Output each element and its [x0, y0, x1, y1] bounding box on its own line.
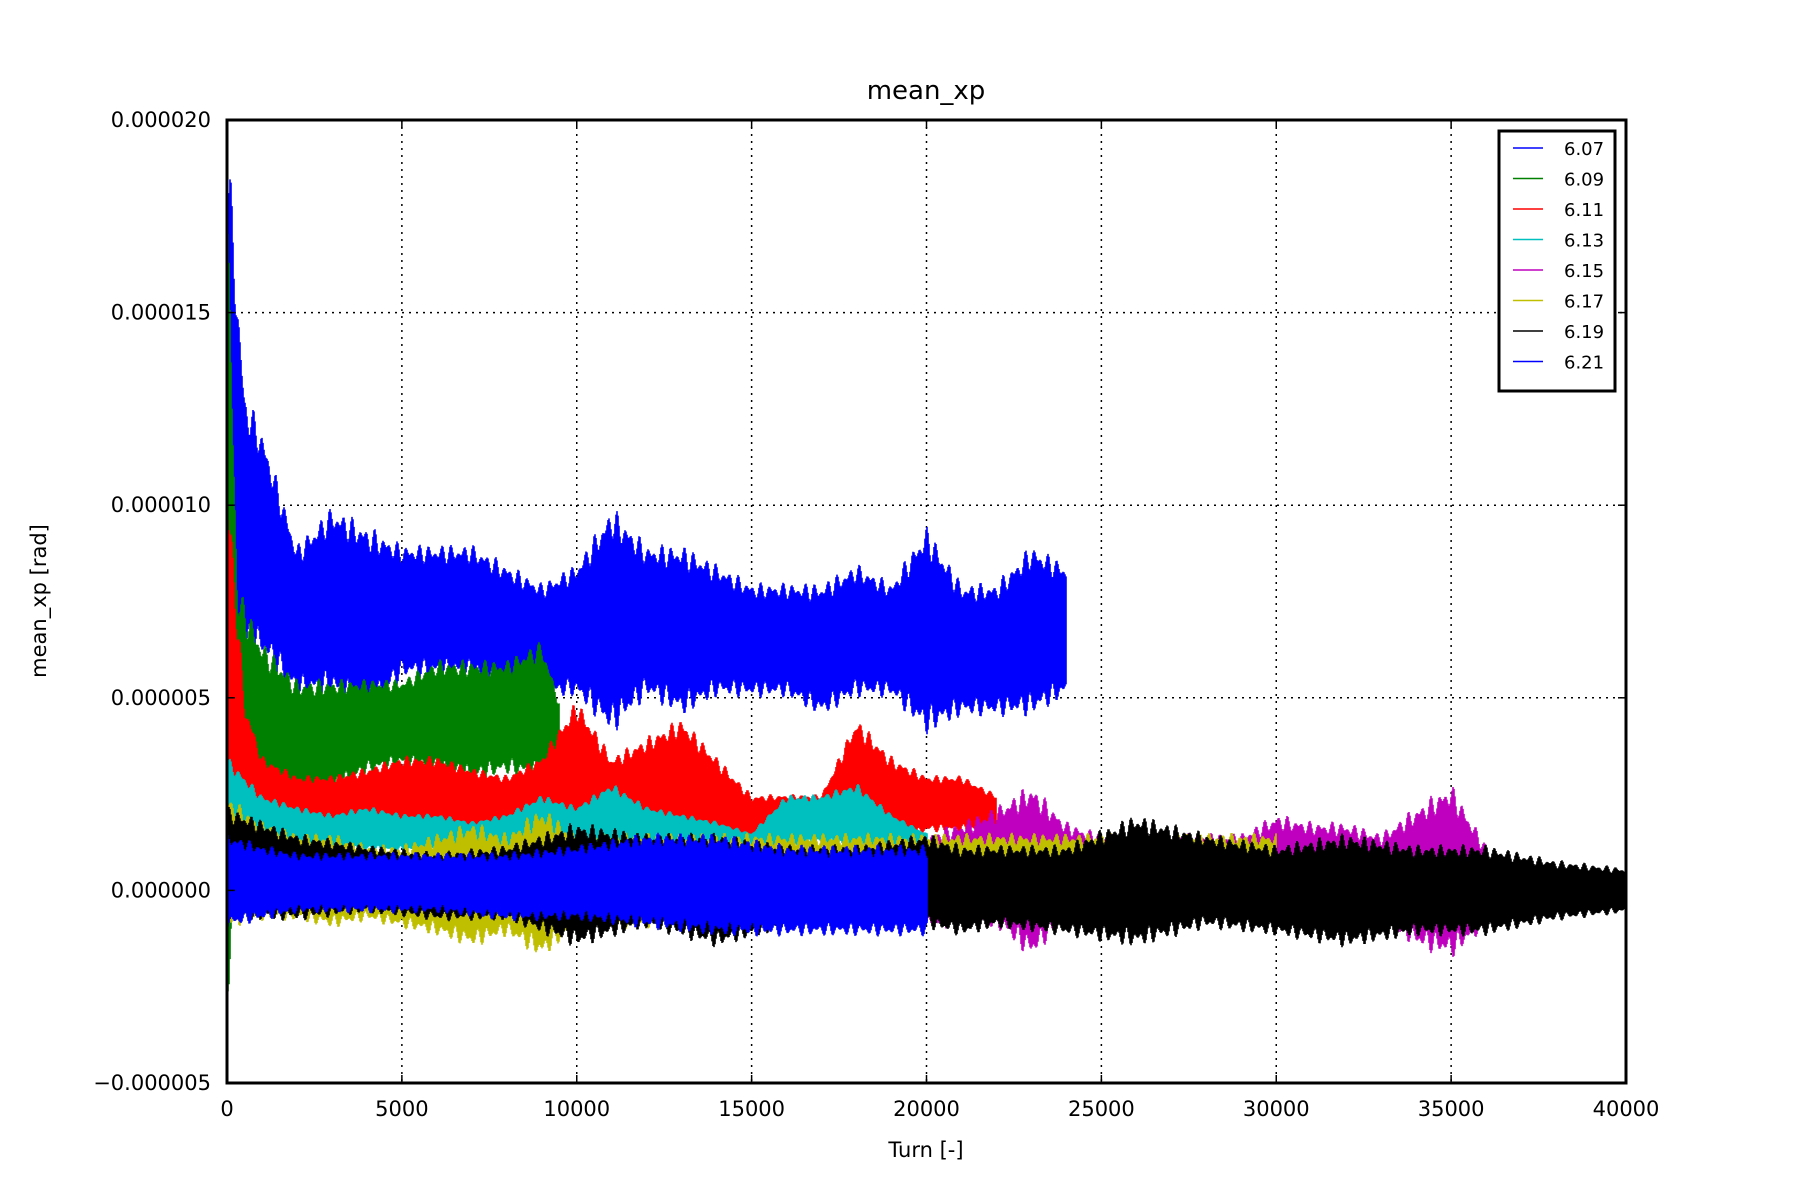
- legend: 6.07 6.09 6.11 6.13 6.15 6.17 6.19 6.21: [1497, 129, 1617, 393]
- plot-series: [226, 179, 1627, 992]
- legend-label: 6.17: [1564, 292, 1604, 313]
- legend-box: [1497, 129, 1617, 393]
- x-tick-label: 15000: [718, 1097, 785, 1121]
- x-tick-label: 35000: [1418, 1097, 1485, 1121]
- legend-label: 6.19: [1564, 322, 1604, 343]
- x-tick-label: 40000: [1593, 1097, 1660, 1121]
- series-trace-6.21: [226, 832, 928, 937]
- y-axis: −0.000005 0.000000 0.000005 0.000010 0.00001…: [93, 108, 1626, 1095]
- x-axis-title: Turn [-]: [887, 1138, 963, 1162]
- x-tick-label: 10000: [543, 1097, 610, 1121]
- legend-label: 6.21: [1564, 353, 1604, 374]
- y-tick-label: 0.000005: [111, 686, 211, 710]
- x-tick-label: 0: [220, 1097, 233, 1121]
- legend-label: 6.15: [1564, 261, 1604, 282]
- x-tick-label: 25000: [1068, 1097, 1135, 1121]
- y-axis-title: mean_xp [rad]: [27, 524, 52, 678]
- x-tick-label: 20000: [893, 1097, 960, 1121]
- series-trace-6.07: [226, 179, 1067, 748]
- x-tick-label: 30000: [1243, 1097, 1310, 1121]
- legend-label: 6.07: [1564, 139, 1604, 160]
- legend-label: 6.13: [1564, 231, 1604, 252]
- chart-title: mean_xp: [867, 76, 986, 106]
- y-tick-label: 0.000010: [111, 493, 211, 517]
- y-tick-label: 0.000000: [111, 878, 211, 902]
- legend-label: 6.09: [1564, 170, 1604, 191]
- series-trace-6.13: [226, 758, 928, 852]
- y-tick-label: 0.000020: [111, 108, 211, 132]
- x-axis: 0 5000 10000 15000 20000 25000 30000 35000 40000: [220, 120, 1659, 1121]
- x-tick-label: 5000: [375, 1097, 428, 1121]
- y-tick-label: −0.000005: [93, 1071, 211, 1095]
- legend-label: 6.11: [1564, 200, 1604, 221]
- y-tick-label: 0.000015: [111, 301, 211, 325]
